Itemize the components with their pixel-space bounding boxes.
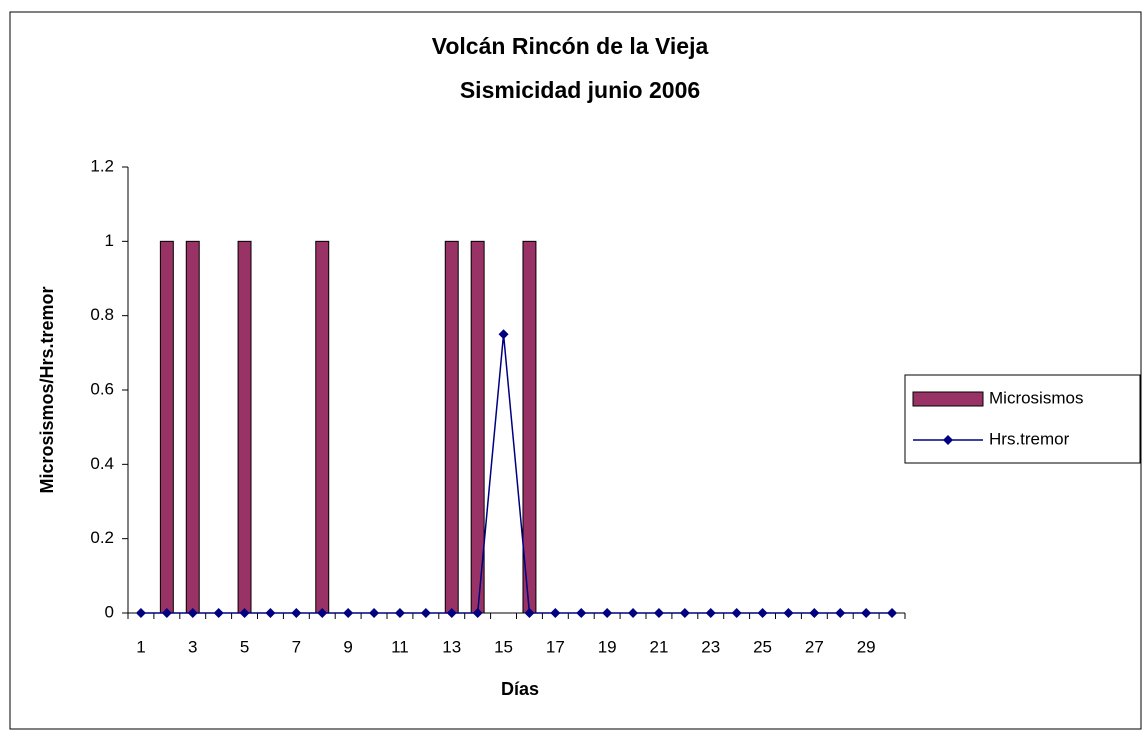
legend-swatch [912,391,984,407]
marker [653,608,664,618]
marker [731,608,742,618]
marker [161,608,172,618]
marker [213,608,224,618]
chart-title: Volcán Rincón de la Vieja [432,33,709,59]
marker [420,608,431,618]
marker [239,608,250,618]
x-tick-label: 7 [292,637,301,656]
x-tick-label: 25 [753,637,772,656]
y-tick-label: 0.4 [90,454,114,473]
marker [602,608,613,618]
marker [835,608,846,618]
x-tick-label: 21 [649,637,668,656]
marker [809,608,820,618]
y-tick-label: 0 [105,602,114,621]
marker [472,608,483,618]
y-tick-label: 0.6 [90,379,114,398]
marker [524,608,535,618]
marker [628,608,639,618]
marker [291,608,302,618]
marker [135,608,146,618]
x-tick-label: 1 [136,637,145,656]
y-tick-label: 1.2 [90,156,114,175]
marker [550,608,561,618]
marker [576,608,587,618]
marker [343,608,354,618]
x-tick-label: 5 [240,637,249,656]
x-tick-label: 27 [805,637,824,656]
chart-frame [9,11,1142,730]
bar [444,240,459,614]
y-tick-label: 0.8 [90,305,114,324]
legend-box [904,374,1141,464]
x-tick-label: 19 [598,637,617,656]
x-tick-label: 3 [188,637,197,656]
marker [887,608,898,618]
marker [498,329,509,340]
marker [783,608,794,618]
marker [394,608,405,618]
x-tick-label: 23 [701,637,720,656]
bar [237,240,252,614]
marker [317,608,328,618]
x-tick-label: 9 [343,637,352,656]
x-tick-label: 29 [857,637,876,656]
marker [679,608,690,618]
marker [446,608,457,618]
bar [185,240,200,614]
x-tick-label: 15 [494,637,513,656]
chart-subtitle: Sismicidad junio 2006 [460,77,700,103]
marker [187,608,198,618]
legend-marker [943,435,953,445]
y-tick-label: 1 [105,231,114,250]
bar [159,240,174,614]
legend-label: Hrs.tremor [989,429,1070,448]
marker [861,608,872,618]
marker [757,608,768,618]
y-tick-label: 0.2 [90,528,114,547]
marker [705,608,716,618]
legend-label: Microsismos [989,388,1083,407]
bar [315,240,330,614]
x-tick-label: 11 [391,637,409,656]
y-axis-title: Microsismos/Hrs.tremor [37,286,57,493]
marker [369,608,380,618]
marker [265,608,276,618]
x-tick-label: 13 [442,637,461,656]
x-tick-label: 17 [546,637,565,656]
x-axis-title: Días [501,679,539,699]
